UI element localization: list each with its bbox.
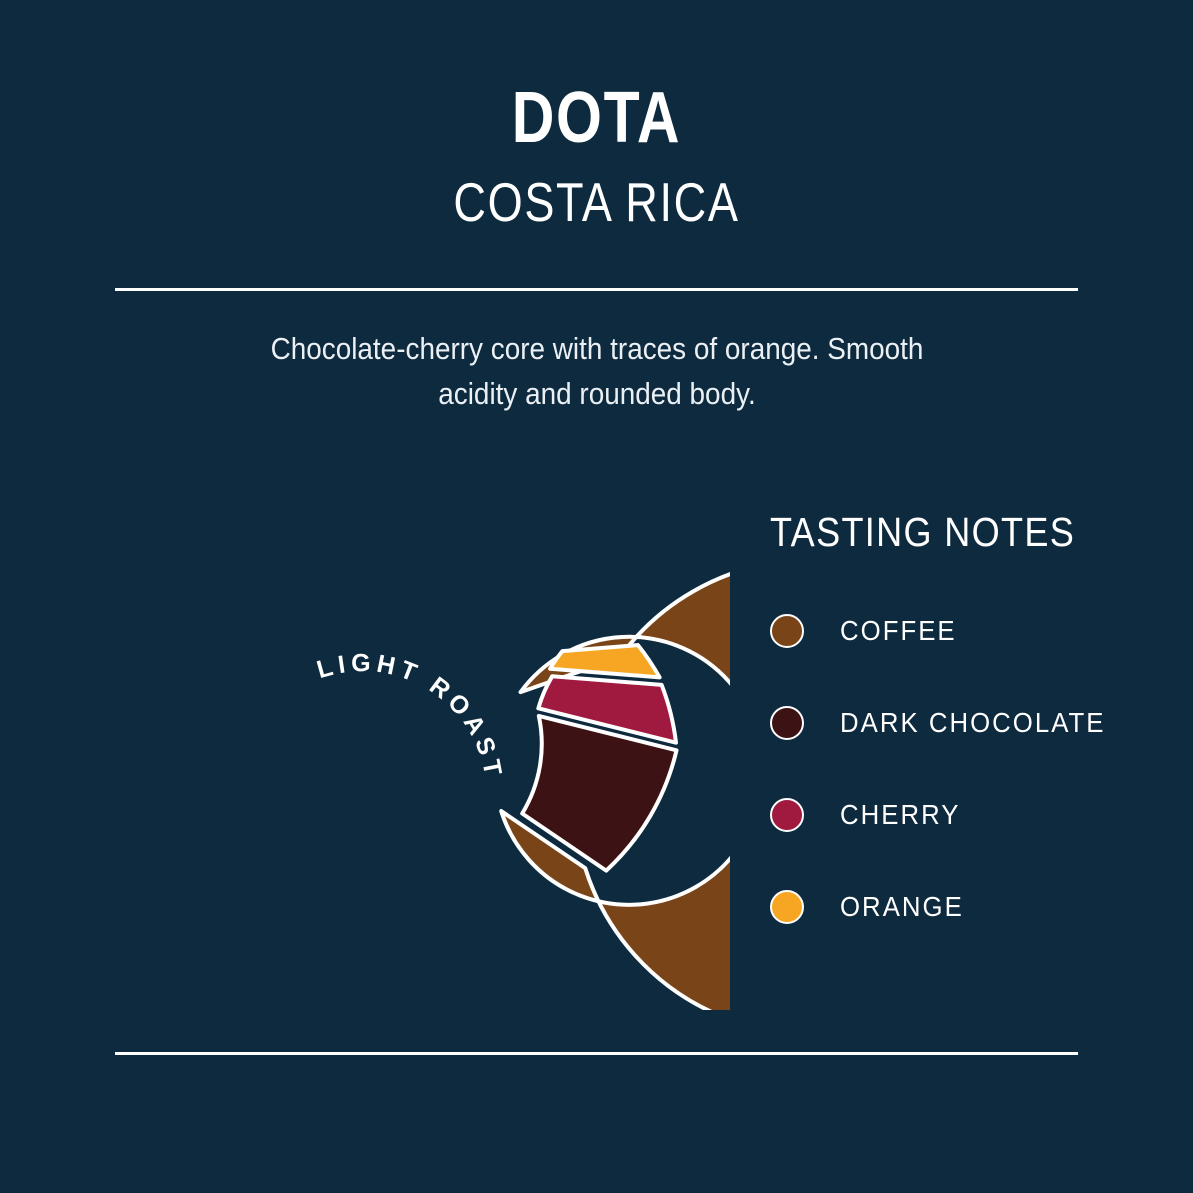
legend-swatch-coffee <box>770 614 804 648</box>
page-title: DOTA <box>511 78 682 158</box>
legend-label-cherry: CHERRY <box>840 799 961 830</box>
legend-item-dark-chocolate[interactable]: DARK CHOCOLATE <box>770 703 1103 743</box>
legend-label-orange: ORANGE <box>840 891 964 922</box>
page-subtitle: COSTA RICA <box>453 171 740 233</box>
divider-bottom <box>115 1052 1078 1055</box>
legend-label-coffee: COFFEE <box>840 615 957 646</box>
description-text: Chocolate-cherry core with traces of ora… <box>270 331 924 411</box>
donut-segment-cherry[interactable] <box>536 674 679 745</box>
legend-label-dark-chocolate: DARK CHOCOLATE <box>840 707 1106 738</box>
legend-item-coffee[interactable]: COFFEE <box>770 611 1100 651</box>
legend-swatch-cherry <box>770 798 804 832</box>
donut-segment-coffee[interactable] <box>499 560 730 1010</box>
tasting-notes-donut-chart: LIGHT ROAST <box>130 470 730 1010</box>
donut-segment-orange[interactable] <box>548 643 662 680</box>
legend-title: TASTING NOTES <box>770 509 1076 555</box>
legend-item-orange[interactable]: ORANGE <box>770 887 1100 927</box>
legend-swatch-orange <box>770 890 804 924</box>
legend-item-cherry[interactable]: CHERRY <box>770 795 1100 835</box>
divider-top <box>115 288 1078 291</box>
donut-center-label: LIGHT ROAST <box>314 649 508 782</box>
tasting-notes-legend: TASTING NOTES COFFEE DARK CHOCOLATE CHER… <box>770 509 1103 979</box>
donut-segment-dark-chocolate[interactable] <box>520 713 679 873</box>
legend-swatch-dark-chocolate <box>770 706 804 740</box>
